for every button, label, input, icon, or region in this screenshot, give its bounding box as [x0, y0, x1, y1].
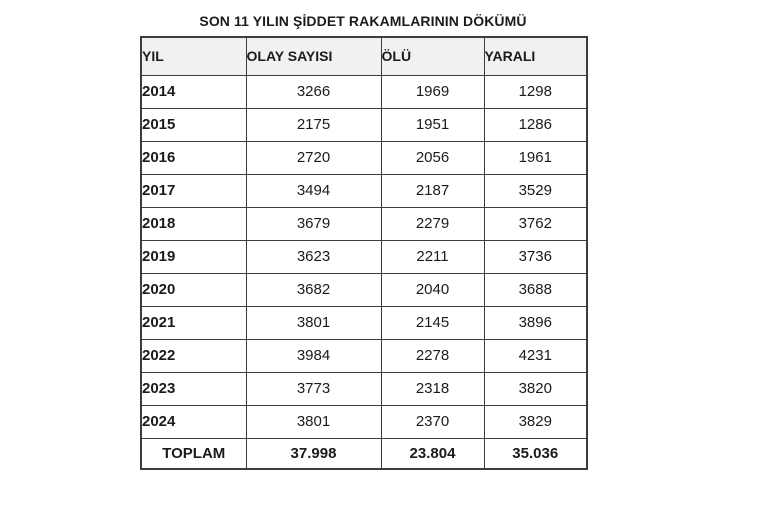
yarali-cell: 3820	[483, 371, 588, 406]
year-cell: 2014	[140, 74, 247, 109]
olu-cell: 2211	[380, 239, 485, 274]
olu-cell: 2370	[380, 404, 485, 439]
yarali-cell: 3736	[483, 239, 588, 274]
olu-cell: 2056	[380, 140, 485, 175]
table-row-2015: 2015 2175 1951 1286	[140, 107, 588, 142]
table-row-2019: 2019 3623 2211 3736	[140, 239, 588, 274]
yarali-cell: 3829	[483, 404, 588, 439]
olay-cell: 3682	[245, 272, 382, 307]
olu-cell: 2040	[380, 272, 485, 307]
total-row: TOPLAM 37.998 23.804 35.036	[140, 437, 588, 470]
year-cell: 2022	[140, 338, 247, 373]
table-row-2017: 2017 3494 2187 3529	[140, 173, 588, 208]
olu-cell: 2318	[380, 371, 485, 406]
olay-cell: 3801	[245, 404, 382, 439]
total-olay-cell: 37.998	[245, 437, 382, 470]
page-title: SON 11 YILIN ŞİDDET RAKAMLARININ DÖKÜMÜ	[199, 13, 527, 29]
olu-cell: 1969	[380, 74, 485, 109]
olay-cell: 3266	[245, 74, 382, 109]
year-cell: 2016	[140, 140, 247, 175]
violence-stats-table: YIL OLAY SAYISI ÖLÜ YARALI 2014 3266 196…	[140, 36, 588, 470]
olay-cell: 3494	[245, 173, 382, 208]
total-label-cell: TOPLAM	[140, 437, 247, 470]
year-cell: 2015	[140, 107, 247, 142]
table-row-2014: 2014 3266 1969 1298	[140, 74, 588, 109]
table-sheet: SON 11 YILIN ŞİDDET RAKAMLARININ DÖKÜMÜ …	[140, 0, 588, 470]
yarali-cell: 3762	[483, 206, 588, 241]
olu-cell: 2145	[380, 305, 485, 340]
year-cell: 2020	[140, 272, 247, 307]
yarali-cell: 4231	[483, 338, 588, 373]
olay-cell: 3984	[245, 338, 382, 373]
yarali-cell: 3688	[483, 272, 588, 307]
year-cell: 2019	[140, 239, 247, 274]
olay-cell: 3679	[245, 206, 382, 241]
column-header-olu: ÖLÜ	[380, 36, 485, 76]
olay-cell: 2175	[245, 107, 382, 142]
olu-cell: 1951	[380, 107, 485, 142]
column-header-olay-sayisi: OLAY SAYISI	[245, 36, 382, 76]
yarali-cell: 1961	[483, 140, 588, 175]
olu-cell: 2278	[380, 338, 485, 373]
column-header-yil: YIL	[140, 36, 247, 76]
table-row-2022: 2022 3984 2278 4231	[140, 338, 588, 373]
table-row-2024: 2024 3801 2370 3829	[140, 404, 588, 439]
total-yarali-cell: 35.036	[483, 437, 588, 470]
olay-cell: 2720	[245, 140, 382, 175]
yarali-cell: 3896	[483, 305, 588, 340]
olu-cell: 2187	[380, 173, 485, 208]
yarali-cell: 1286	[483, 107, 588, 142]
year-cell: 2018	[140, 206, 247, 241]
table-row-2018: 2018 3679 2279 3762	[140, 206, 588, 241]
year-cell: 2021	[140, 305, 247, 340]
year-cell: 2017	[140, 173, 247, 208]
column-header-yarali: YARALI	[483, 36, 588, 76]
year-cell: 2023	[140, 371, 247, 406]
table-row-2020: 2020 3682 2040 3688	[140, 272, 588, 307]
year-cell: 2024	[140, 404, 247, 439]
table-row-2023: 2023 3773 2318 3820	[140, 371, 588, 406]
olu-cell: 2279	[380, 206, 485, 241]
olay-cell: 3773	[245, 371, 382, 406]
yarali-cell: 1298	[483, 74, 588, 109]
olay-cell: 3623	[245, 239, 382, 274]
table-row-2021: 2021 3801 2145 3896	[140, 305, 588, 340]
total-olu-cell: 23.804	[380, 437, 485, 470]
table-row-2016: 2016 2720 2056 1961	[140, 140, 588, 175]
olay-cell: 3801	[245, 305, 382, 340]
yarali-cell: 3529	[483, 173, 588, 208]
table-header-row: YIL OLAY SAYISI ÖLÜ YARALI	[140, 36, 588, 76]
